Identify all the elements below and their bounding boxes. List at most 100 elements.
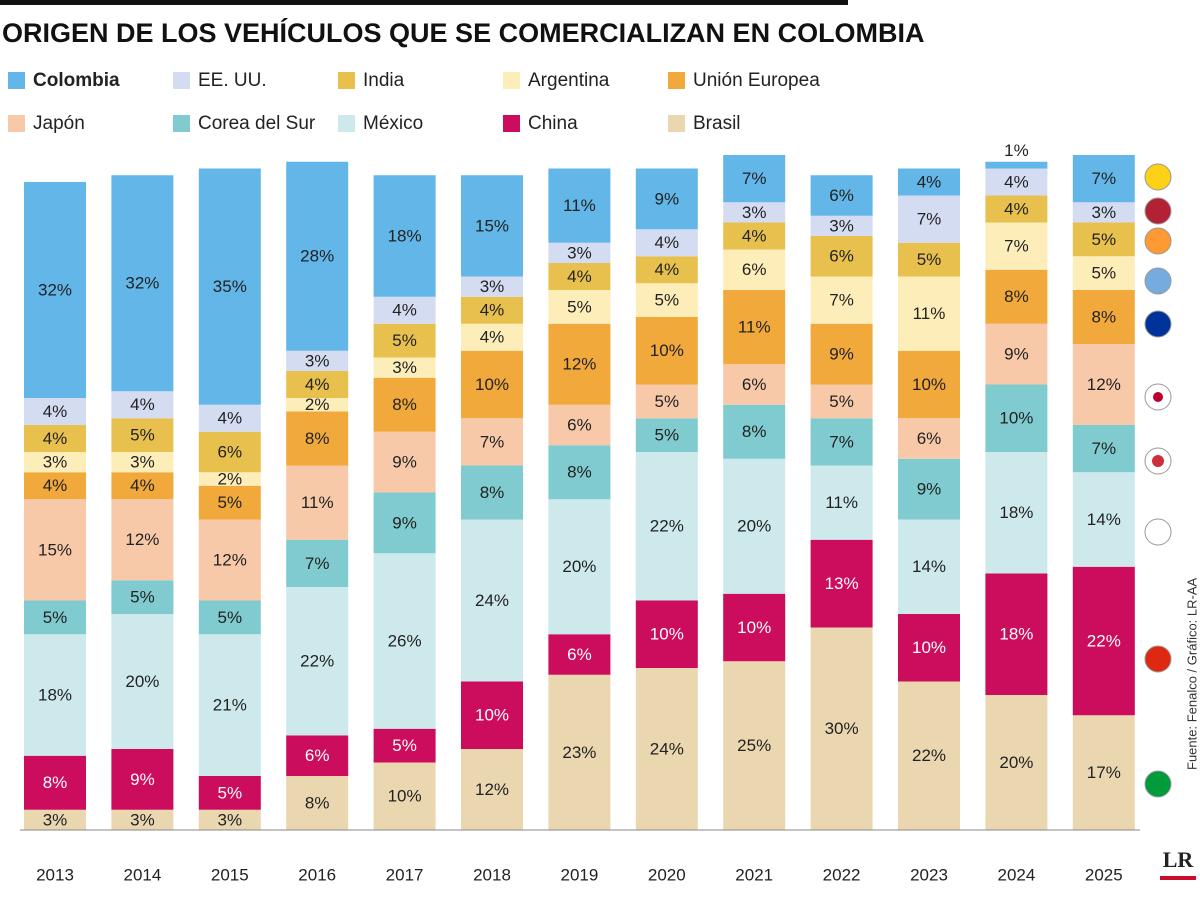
value-label: 3% (130, 810, 155, 829)
flag-korea-dot (1152, 455, 1164, 467)
flag-japan-dot (1153, 392, 1163, 402)
value-label: 4% (567, 267, 592, 286)
value-label: 10% (650, 341, 684, 360)
legend-swatch (503, 72, 520, 89)
bar-segment (810, 175, 873, 216)
value-label: 22% (1087, 631, 1121, 650)
bar-segment (111, 499, 174, 581)
bar-segment (286, 411, 349, 466)
value-label: 10% (999, 409, 1033, 428)
plot: Brasil China México Corea del Sur Japón Unión… (8, 70, 1140, 884)
value-label: 20% (125, 672, 159, 691)
bar-segment (898, 681, 960, 830)
x-tick-label: 2013 (36, 865, 74, 884)
flag-eu (1144, 310, 1172, 338)
bar-segment (635, 384, 698, 419)
value-label: 4% (130, 395, 155, 414)
value-label: 2% (305, 395, 330, 414)
bar-segment (198, 776, 261, 810)
bar-segment (461, 296, 523, 324)
legend-label: EE. UU. (198, 70, 267, 91)
value-label: 5% (130, 588, 155, 607)
bar-segment (635, 418, 698, 452)
bar-segment (635, 168, 698, 230)
value-label: 1% (1004, 141, 1029, 160)
x-tick-label: 2018 (473, 865, 511, 884)
value-label: 6% (917, 429, 942, 448)
value-label: 9% (130, 770, 155, 789)
bar-segment (810, 215, 873, 236)
bar-segment (723, 593, 786, 662)
value-label: 28% (300, 247, 334, 266)
value-label: 7% (1092, 439, 1117, 458)
bar-segment (548, 634, 611, 675)
value-label: 4% (917, 172, 942, 191)
bar-segment (548, 168, 611, 243)
flag-argentina (1144, 267, 1172, 295)
value-label: 11% (738, 318, 771, 337)
value-label: 18% (999, 625, 1033, 644)
bar-segment (898, 458, 960, 520)
value-label: 35% (213, 277, 247, 296)
value-label: 9% (392, 453, 417, 472)
bar-segment (985, 269, 1048, 324)
value-label: 12% (213, 550, 247, 569)
x-tick-label: 2020 (648, 865, 686, 884)
bar-segment (24, 755, 86, 810)
value-label: 12% (562, 355, 596, 374)
bar-segment (898, 519, 960, 614)
value-label: 14% (912, 557, 946, 576)
value-label: 3% (480, 277, 505, 296)
bar-segment (198, 472, 261, 486)
value-label: 3% (567, 243, 592, 262)
legend-swatch (668, 115, 685, 132)
top-rule (0, 0, 848, 5)
legend-swatch (503, 115, 520, 132)
value-label: 9% (829, 345, 854, 364)
value-label: 7% (829, 432, 854, 451)
bar-segment (286, 465, 349, 540)
bar-segment (461, 350, 523, 419)
bar-segment (898, 350, 960, 419)
value-label: 6% (567, 415, 592, 434)
x-tick-label: 2019 (560, 865, 598, 884)
bar-segment (461, 465, 523, 520)
bar-segment (985, 573, 1048, 695)
bar-segment (111, 749, 174, 810)
bar-segment (1072, 155, 1135, 203)
bar-segment (111, 175, 174, 392)
value-label: 6% (742, 375, 767, 394)
value-label: 10% (388, 787, 422, 806)
bar-segment (24, 634, 86, 756)
value-label: 3% (218, 810, 243, 829)
bar-segment (286, 776, 349, 830)
bar-segment (111, 580, 174, 614)
bar-segment (373, 728, 436, 763)
legend-swatch (338, 72, 355, 89)
value-label: 20% (562, 557, 596, 576)
bar-segment (985, 695, 1048, 830)
bar-segment (810, 323, 873, 385)
value-label: 11% (825, 493, 858, 512)
value-label: 5% (655, 392, 680, 411)
bar-segment (985, 452, 1048, 574)
bar-segment (898, 168, 960, 196)
bar-segment (24, 472, 86, 500)
value-label: 15% (38, 540, 72, 559)
bar-segment (723, 458, 786, 594)
bar-segment (548, 323, 611, 405)
value-label: 9% (1004, 345, 1029, 364)
value-label: 2% (218, 469, 243, 488)
value-label: 9% (917, 480, 942, 499)
value-label: 5% (218, 493, 243, 512)
value-label: 4% (43, 476, 68, 495)
bar-segment (373, 431, 436, 493)
x-tick-label: 2024 (997, 865, 1035, 884)
bar-segment (24, 809, 86, 830)
value-label: 22% (912, 746, 946, 765)
legend-swatch (8, 72, 25, 89)
bar-segment (635, 229, 698, 257)
value-label: 5% (1092, 230, 1117, 249)
bar-segment (723, 249, 786, 290)
